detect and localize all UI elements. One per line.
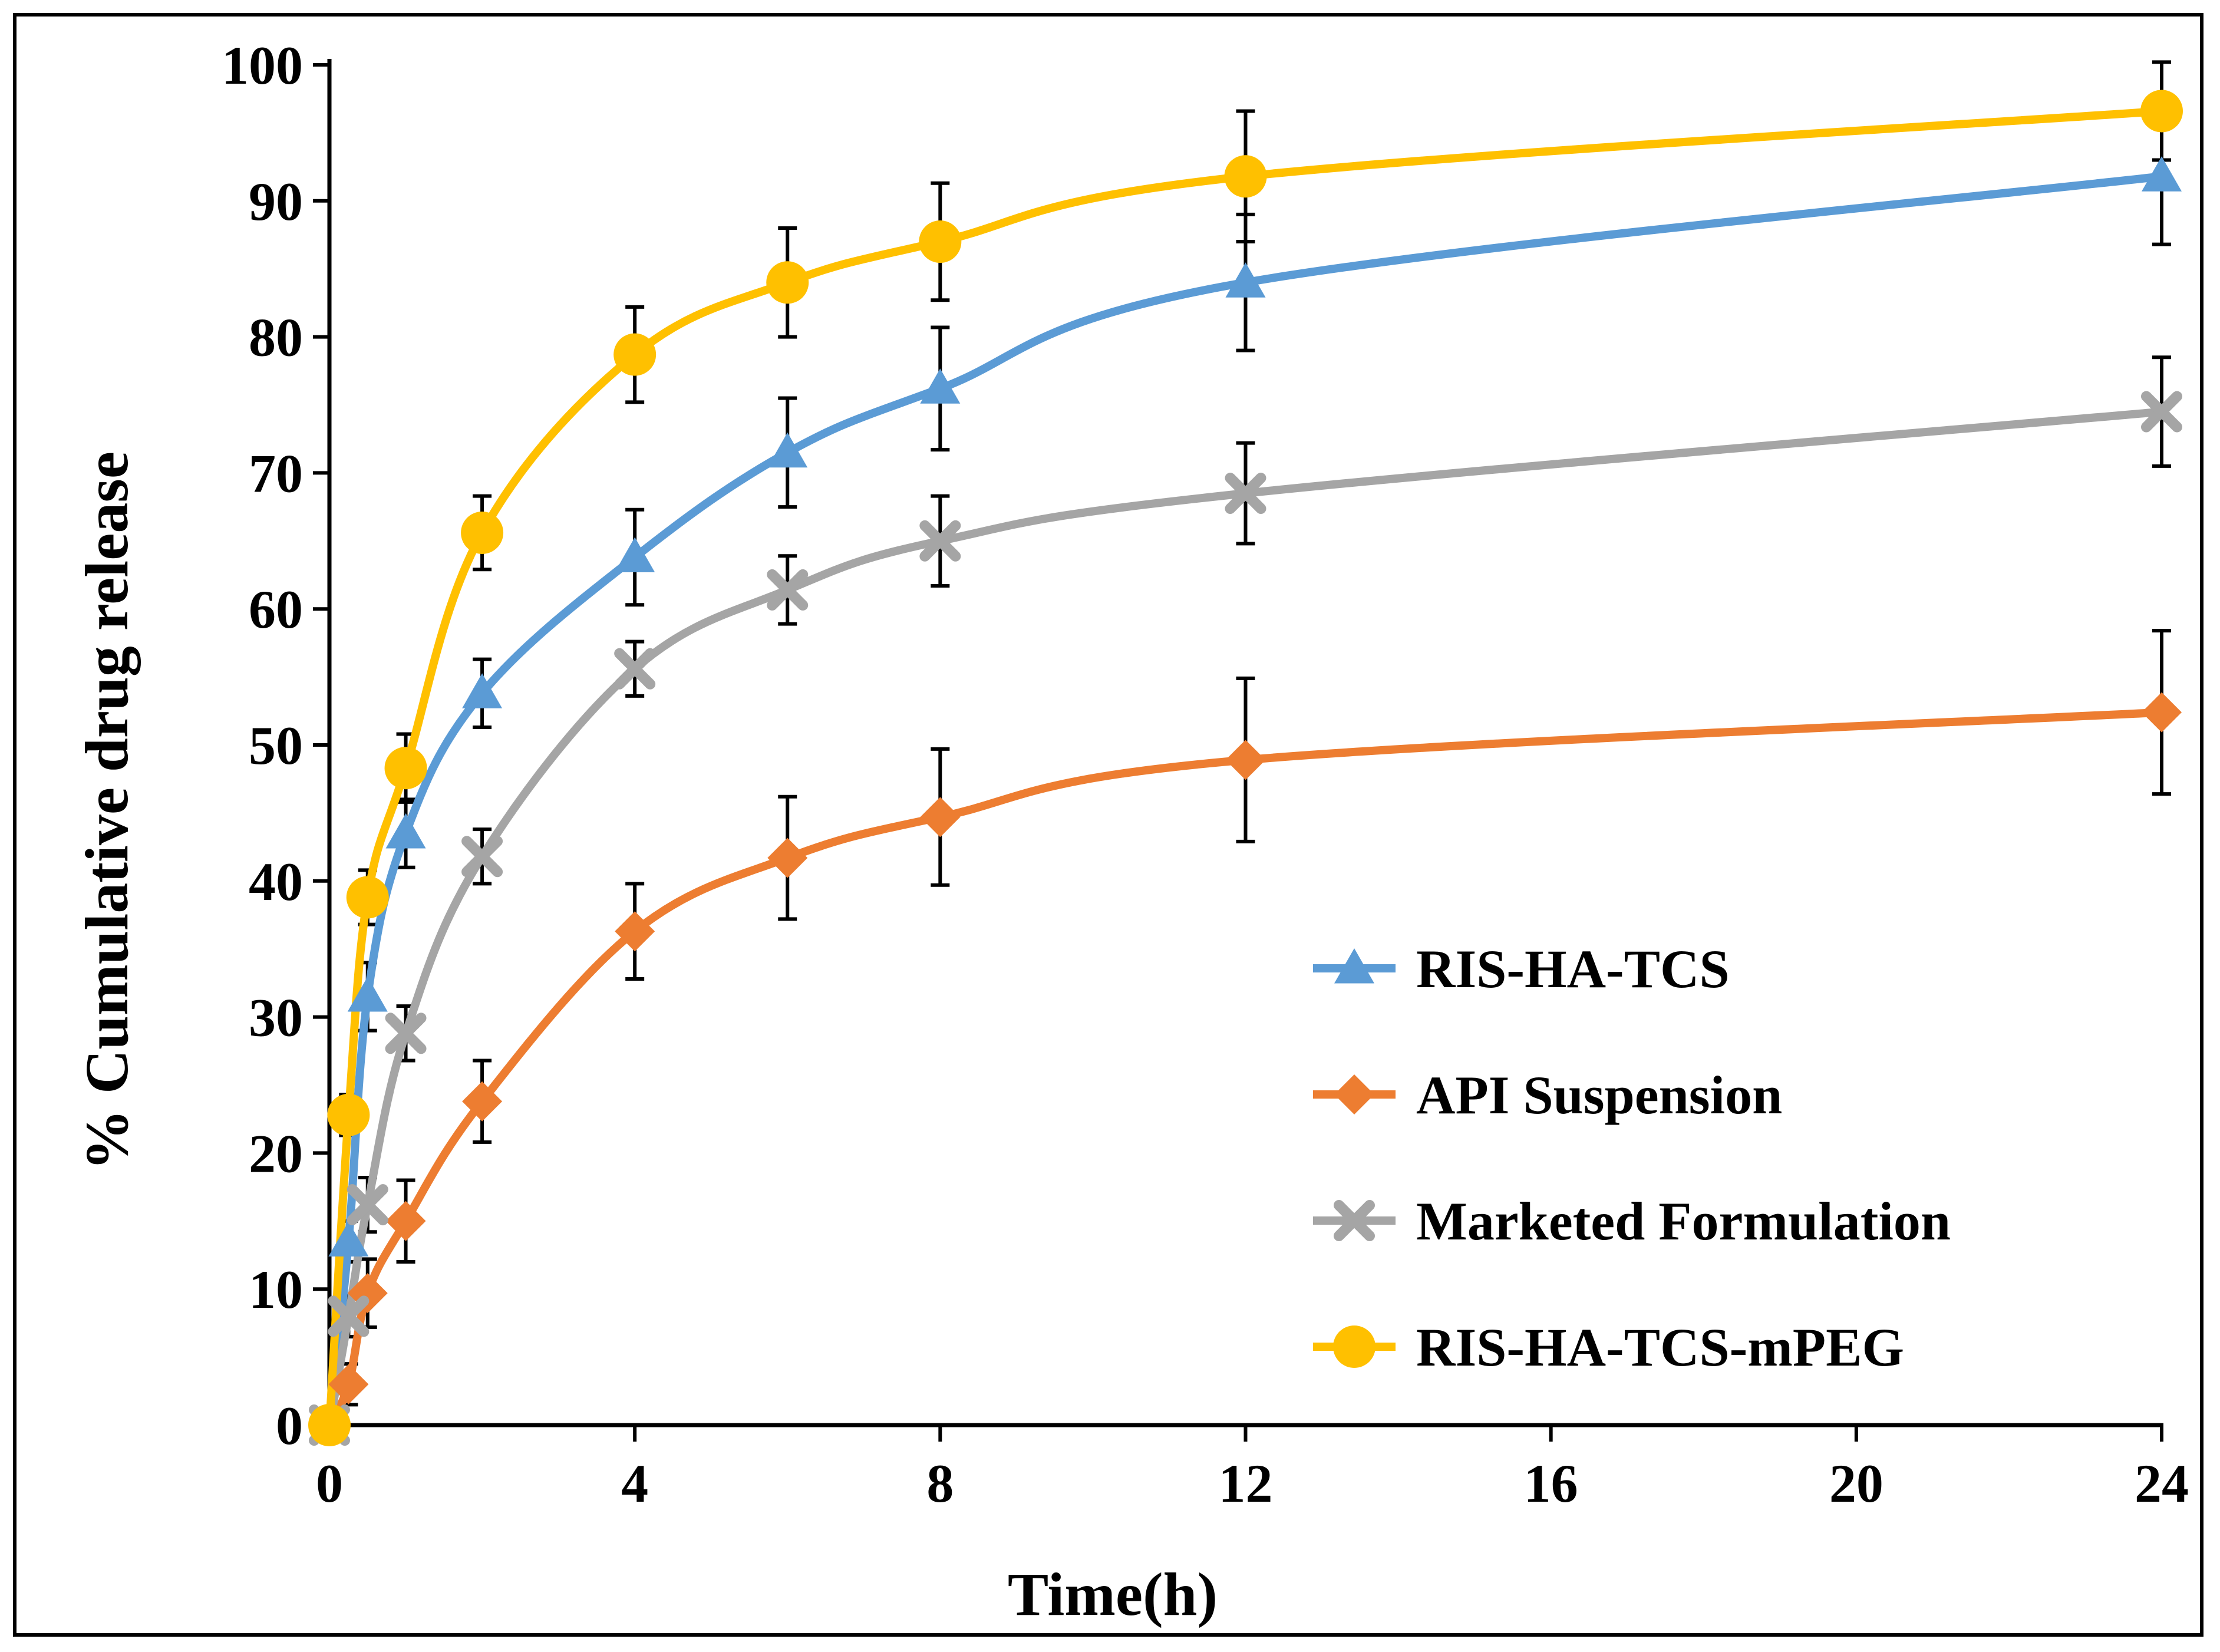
x-tick-label: 4 bbox=[621, 1453, 648, 1513]
legend-marker bbox=[1334, 1200, 1375, 1241]
y-axis-title: % Cumulative drug release bbox=[73, 451, 141, 1170]
legend-marker bbox=[1333, 1325, 1375, 1368]
data-point bbox=[613, 333, 657, 376]
y-tick-label: 100 bbox=[222, 35, 303, 95]
data-point bbox=[766, 261, 809, 304]
data-point bbox=[462, 673, 503, 708]
x-axis-title: Time(h) bbox=[1008, 1561, 1218, 1628]
marker-stroke bbox=[614, 648, 656, 690]
data-point bbox=[385, 1013, 427, 1054]
x-tick-label: 24 bbox=[2135, 1453, 2189, 1513]
y-tick-label: 30 bbox=[249, 988, 303, 1048]
marker-stroke bbox=[1334, 1200, 1375, 1241]
data-point bbox=[767, 569, 809, 611]
legend-item: API Suspension bbox=[1313, 1065, 1782, 1125]
series-line-0 bbox=[325, 172, 2166, 1429]
x-tick-label: 0 bbox=[316, 1453, 343, 1513]
data-point bbox=[385, 813, 426, 849]
data-point bbox=[347, 976, 388, 1012]
data-point bbox=[328, 1295, 370, 1337]
data-point bbox=[346, 876, 389, 919]
data-point bbox=[328, 1364, 369, 1404]
data-point bbox=[384, 747, 427, 790]
legend-label: RIS-HA-TCS bbox=[1416, 939, 1730, 999]
data-point bbox=[462, 1081, 503, 1122]
legend-marker bbox=[1334, 1074, 1374, 1114]
data-point bbox=[614, 648, 656, 690]
legend-label: Marketed Formulation bbox=[1416, 1191, 1951, 1251]
data-point bbox=[2142, 692, 2182, 733]
marker-stroke bbox=[347, 1184, 388, 1226]
data-point bbox=[328, 1221, 369, 1257]
data-point bbox=[1225, 740, 1266, 780]
data-point bbox=[461, 836, 503, 878]
chart-frame: % Cumulative drug release Time(h) 0 10 20 3… bbox=[13, 13, 2203, 1637]
data-point bbox=[327, 1093, 370, 1136]
y-tick-label: 0 bbox=[276, 1396, 303, 1456]
data-point bbox=[767, 837, 808, 878]
y-tick-label: 70 bbox=[249, 443, 303, 503]
x-tick-label: 8 bbox=[926, 1453, 954, 1513]
series-markers bbox=[308, 90, 2183, 1446]
x-tick-label: 16 bbox=[1524, 1453, 1578, 1513]
x-tick-label: 12 bbox=[1219, 1453, 1273, 1513]
marker-stroke bbox=[328, 1295, 370, 1337]
legend-item: Marketed Formulation bbox=[1313, 1191, 1951, 1251]
data-point bbox=[615, 537, 655, 572]
data-point bbox=[767, 432, 808, 468]
line-chart: % Cumulative drug release Time(h) 0 10 20 3… bbox=[73, 35, 2189, 1628]
legend-label: API Suspension bbox=[1416, 1065, 1782, 1125]
data-point bbox=[615, 911, 655, 952]
y-tick-label: 50 bbox=[249, 715, 303, 776]
y-tick-label: 20 bbox=[249, 1123, 303, 1183]
legend-label: RIS-HA-TCS-mPEG bbox=[1416, 1317, 1904, 1377]
data-point bbox=[308, 1404, 351, 1446]
data-point bbox=[2141, 391, 2182, 433]
x-tick-label: 20 bbox=[1829, 1453, 1883, 1513]
marker-stroke bbox=[1225, 473, 1266, 515]
y-tick-label: 90 bbox=[249, 172, 303, 232]
marker-stroke bbox=[385, 1013, 427, 1054]
data-point bbox=[2140, 90, 2183, 133]
data-point bbox=[347, 1184, 388, 1226]
series-line-2 bbox=[325, 407, 2166, 1429]
data-point bbox=[1224, 155, 1267, 198]
legend-item: RIS-HA-TCS bbox=[1313, 939, 1730, 999]
data-point bbox=[1225, 262, 1266, 298]
legend-marker bbox=[1334, 948, 1374, 984]
data-point bbox=[919, 220, 962, 263]
series-line-1 bbox=[325, 708, 2166, 1429]
data-point bbox=[920, 797, 961, 837]
y-tick-label: 10 bbox=[249, 1259, 303, 1320]
marker-stroke bbox=[919, 520, 961, 562]
data-point bbox=[461, 511, 504, 554]
legend-item: RIS-HA-TCS-mPEG bbox=[1313, 1317, 1904, 1377]
data-point bbox=[919, 520, 961, 562]
data-point bbox=[385, 1201, 426, 1241]
marker-stroke bbox=[461, 836, 503, 878]
data-point bbox=[920, 368, 961, 404]
marker-stroke bbox=[767, 569, 809, 611]
y-tick-label: 40 bbox=[249, 852, 303, 912]
marker-stroke bbox=[2141, 391, 2182, 433]
data-point bbox=[1225, 473, 1266, 515]
y-tick-label: 60 bbox=[249, 579, 303, 639]
legend: RIS-HA-TCS API Suspension Marketed Formula… bbox=[1313, 939, 1951, 1377]
axes: 0 10 20 30 40 50 60 70 80 90 100 0 4 8 12 16 20 24 bbox=[222, 35, 2189, 1513]
y-tick-label: 80 bbox=[249, 308, 303, 368]
data-point bbox=[2142, 156, 2182, 192]
